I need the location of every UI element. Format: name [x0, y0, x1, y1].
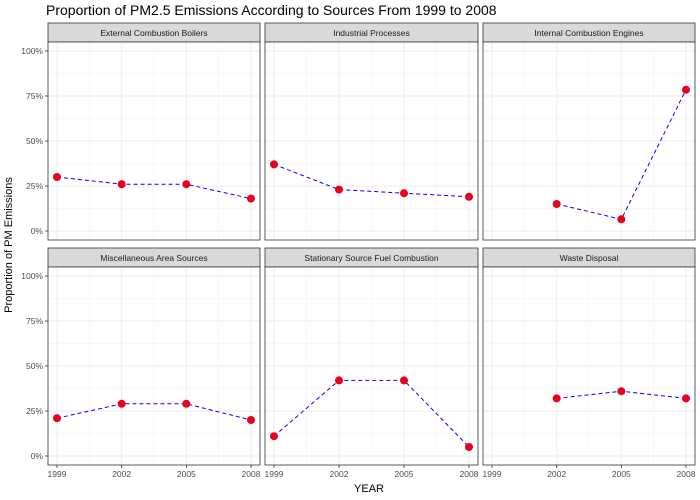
- x-tick-label: 2008: [242, 469, 261, 479]
- x-tick-label: 1999: [265, 469, 284, 479]
- x-tick-label: 1999: [483, 469, 502, 479]
- y-axis-title: Proportion of PM Emissions: [3, 177, 15, 313]
- x-tick-label: 2008: [460, 469, 479, 479]
- x-tick-label: 2005: [612, 469, 631, 479]
- facet-panel: Waste Disposal 1999 2002 2005 2008: [482, 247, 696, 479]
- data-point: [53, 414, 61, 423]
- data-point: [400, 376, 408, 385]
- panel-border: [482, 41, 696, 241]
- panel-border: [264, 266, 479, 466]
- data-point: [335, 185, 343, 194]
- data-point: [247, 194, 255, 203]
- data-point: [270, 432, 278, 441]
- x-tick-label: 1999: [48, 469, 67, 479]
- facet-strip-label: Internal Combustion Engines: [534, 28, 643, 38]
- data-point: [617, 215, 626, 224]
- data-point: [400, 189, 408, 198]
- y-tick-label: 0%: [31, 226, 44, 236]
- x-tick-label: 2002: [330, 469, 349, 479]
- y-tick-label: 100%: [21, 46, 43, 56]
- x-tick-label: 2002: [112, 469, 131, 479]
- y-tick-label: 75%: [26, 316, 43, 326]
- facet-panel: Stationary Source Fuel Combustion 1999 200…: [264, 247, 479, 479]
- data-point: [182, 399, 191, 408]
- data-point: [465, 192, 473, 201]
- y-tick-label: 50%: [26, 136, 43, 146]
- series-line: [273, 379, 470, 448]
- x-tick-label: 2005: [177, 469, 196, 479]
- x-tick-label: 2008: [677, 469, 696, 479]
- data-point: [552, 200, 561, 208]
- facet-panel: Miscellaneous Area Sources 0% 25% 50% 75% 100…: [21, 247, 261, 479]
- facet-strip-label: External Combustion Boilers: [100, 28, 207, 38]
- data-point: [247, 416, 255, 424]
- y-tick-label: 25%: [26, 406, 43, 416]
- x-tick-label: 2002: [547, 469, 566, 479]
- data-point: [335, 376, 343, 385]
- facet-grid: External Combustion Boilers 0% 25% 50% 75% 10…: [21, 22, 696, 479]
- data-point: [270, 160, 278, 169]
- y-tick-label: 75%: [26, 91, 43, 101]
- data-point: [53, 173, 61, 181]
- facet-strip-label: Miscellaneous Area Sources: [100, 253, 207, 263]
- data-point: [617, 387, 626, 396]
- facet-panel: Industrial Processes: [264, 22, 479, 241]
- x-tick-label: 2005: [395, 469, 414, 479]
- x-axis-title: YEAR: [354, 483, 384, 495]
- y-tick-label: 0%: [31, 451, 44, 461]
- data-point: [465, 443, 473, 451]
- data-point: [682, 394, 690, 403]
- data-point: [682, 85, 690, 94]
- data-point: [182, 180, 191, 189]
- facet-strip-label: Industrial Processes: [333, 28, 410, 38]
- facet-strip-label: Waste Disposal: [560, 253, 619, 263]
- y-tick-label: 100%: [21, 271, 43, 281]
- facet-panel: External Combustion Boilers 0% 25% 50% 75% 10…: [21, 22, 261, 241]
- y-tick-label: 25%: [26, 181, 43, 191]
- data-point: [117, 180, 126, 189]
- panel-border: [264, 41, 479, 241]
- data-point: [117, 399, 126, 408]
- series-line: [56, 176, 252, 200]
- y-tick-label: 50%: [26, 361, 43, 371]
- facet-panel: Internal Combustion Engines: [482, 22, 696, 241]
- series-line: [56, 403, 252, 421]
- facet-strip-label: Stationary Source Fuel Combustion: [304, 253, 438, 263]
- panel-border: [482, 266, 696, 466]
- chart-title: Proportion of PM2.5 Emissions According …: [46, 2, 497, 18]
- data-point: [552, 394, 561, 403]
